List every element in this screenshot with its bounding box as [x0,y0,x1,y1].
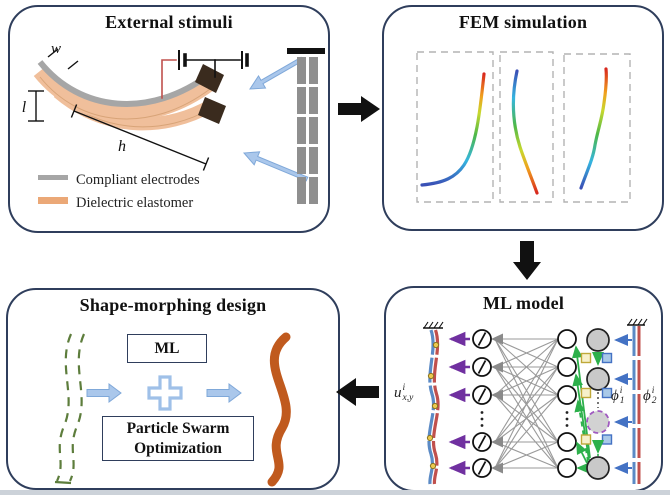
curve-node-dots [426,341,440,470]
u-displacement-label: u i x,y [394,383,414,403]
target-shape-dashed [55,333,86,482]
gene-square-yellow [580,352,592,364]
flow-arrow-left-icon [336,378,379,406]
legend-label-elastomer: Dielectric elastomer [76,195,193,211]
pso-box-line1: Particle Swarm [126,420,230,438]
dim-label-w: w [51,41,61,57]
candidate-node [586,456,610,480]
voltage-bars [632,326,641,484]
sim-frame-3 [563,53,631,203]
compliant-electrode-layer [37,60,212,107]
actuator-beam-upper [33,60,224,121]
gene-square-blue [601,434,613,445]
sim-frame-2 [499,51,554,203]
pso-box-line2: Optimization [134,439,222,457]
ml-box: ML [127,334,207,363]
morphed-shape-result [267,332,291,487]
dim-label-l: l [22,99,27,116]
voltage-circuit [161,50,249,99]
input-fan-arrows [571,345,591,474]
gene-square-yellow [580,434,592,445]
stimulus-arrow-icon [249,56,304,90]
ml-box-label: ML [154,339,180,357]
network-edges [494,338,559,469]
external-stimuli-diagram: w l h Compliant electrodes [22,41,325,211]
h-tick [70,104,78,118]
blue-arrow-icon [206,383,242,403]
w-tick [67,60,79,70]
panel-title: Shape-morphing design [79,295,267,315]
panel-external-stimuli: External stimuli [8,5,330,233]
hidden-layer-nodes [557,329,577,478]
legend: Compliant electrodes Dielectric elastome… [38,172,200,211]
plus-icon [147,375,183,411]
fixed-support-right [627,318,648,326]
candidate-node [586,367,610,391]
gene-square-yellow [580,387,592,399]
w-tick [47,48,59,58]
h-tick [202,157,210,171]
segmented-stack [287,48,325,204]
pso-box: Particle Swarm Optimization [102,416,254,461]
ellipsis-dots [480,411,569,427]
panel-title: ML model [482,293,565,313]
flow-arrow-right-icon [338,96,380,122]
neural-network-diagram [423,318,648,485]
flow-arrow-down-icon [513,241,541,280]
deformed-shapes [420,67,608,195]
panel-fem-simulation: FEM simulation [382,5,664,231]
output-arrows [448,331,470,476]
dimension-marks [28,48,210,171]
dim-label-h: h [118,138,126,155]
sim-frames [416,51,631,203]
sim-frame-1 [416,51,494,203]
edge-arrowheads [491,333,503,474]
deformed-shape-2 [511,69,539,195]
shape-morphing-diagram [54,332,291,487]
panel-title: FEM simulation [458,12,588,32]
input-arrows [614,334,632,474]
deformed-shape-1 [420,72,486,187]
legend-label-electrodes: Compliant electrodes [76,172,200,188]
image-bottom-edge [0,490,670,495]
candidate-chain [580,328,613,480]
panel-shape-morphing: Shape-morphing design ML Particle Swarm … [6,288,340,490]
fixed-support-left [423,321,444,329]
output-layer-nodes [472,329,492,478]
candidate-node [586,328,610,352]
panel-title: External stimuli [105,12,233,32]
blue-arrow-icon [86,383,122,403]
target-shape-endcap [54,480,72,485]
beam-tip-lower [198,97,226,124]
fem-results [416,51,631,203]
panel-ml-model: ML model [384,286,663,492]
beam-tip-upper [195,64,224,93]
displacement-curve [427,329,440,485]
candidate-node-dashed [586,410,610,434]
deformed-shape-3 [579,67,608,190]
gene-square-blue [601,387,613,399]
gene-square-blue [601,352,613,364]
legend-swatch-electrodes [38,175,68,180]
legend-swatch-elastomer [38,197,68,204]
h-line [73,110,207,165]
